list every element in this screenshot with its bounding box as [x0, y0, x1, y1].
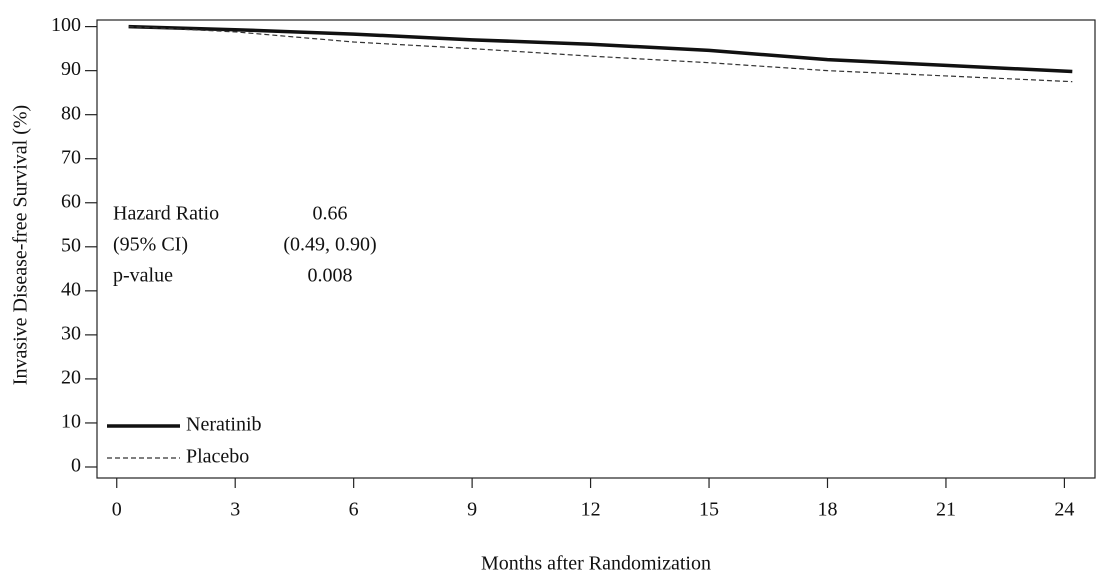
- y-tick-label: 30: [61, 322, 81, 344]
- legend-label: Neratinib: [186, 414, 262, 436]
- x-axis-label: Months after Randomization: [481, 553, 711, 575]
- legend-label: Placebo: [186, 446, 249, 468]
- annotation: p-value: [113, 265, 173, 287]
- y-tick-label: 0: [71, 455, 81, 477]
- x-tick-label: 21: [936, 499, 956, 521]
- annotation: 0.008: [308, 265, 353, 287]
- y-tick-label: 100: [51, 14, 81, 36]
- x-tick-label: 3: [230, 499, 240, 521]
- plot-frame: [96, 19, 1096, 479]
- y-tick-label: 10: [61, 411, 81, 433]
- y-tick-label: 20: [61, 367, 81, 389]
- x-tick-label: 9: [467, 499, 477, 521]
- x-tick-label: 12: [581, 499, 601, 521]
- y-tick-label: 50: [61, 234, 81, 256]
- annotation: Hazard Ratio: [113, 203, 219, 225]
- x-tick-label: 24: [1054, 499, 1074, 521]
- annotation: (95% CI): [113, 234, 188, 256]
- y-tick-label: 90: [61, 58, 81, 80]
- annotation: (0.49, 0.90): [283, 234, 376, 256]
- x-tick-label: 6: [349, 499, 359, 521]
- y-tick-label: 70: [61, 146, 81, 168]
- y-tick-label: 80: [61, 102, 81, 124]
- x-tick-label: 18: [817, 499, 837, 521]
- x-tick-label: 0: [112, 499, 122, 521]
- annotation: 0.66: [313, 203, 348, 225]
- series-line: [128, 24, 1073, 74]
- x-tick-label: 15: [699, 499, 719, 521]
- y-tick-label: 60: [61, 190, 81, 212]
- series-line: [128, 26, 1073, 83]
- y-tick-label: 40: [61, 278, 81, 300]
- y-axis-label: Invasive Disease-free Survival (%): [10, 105, 32, 385]
